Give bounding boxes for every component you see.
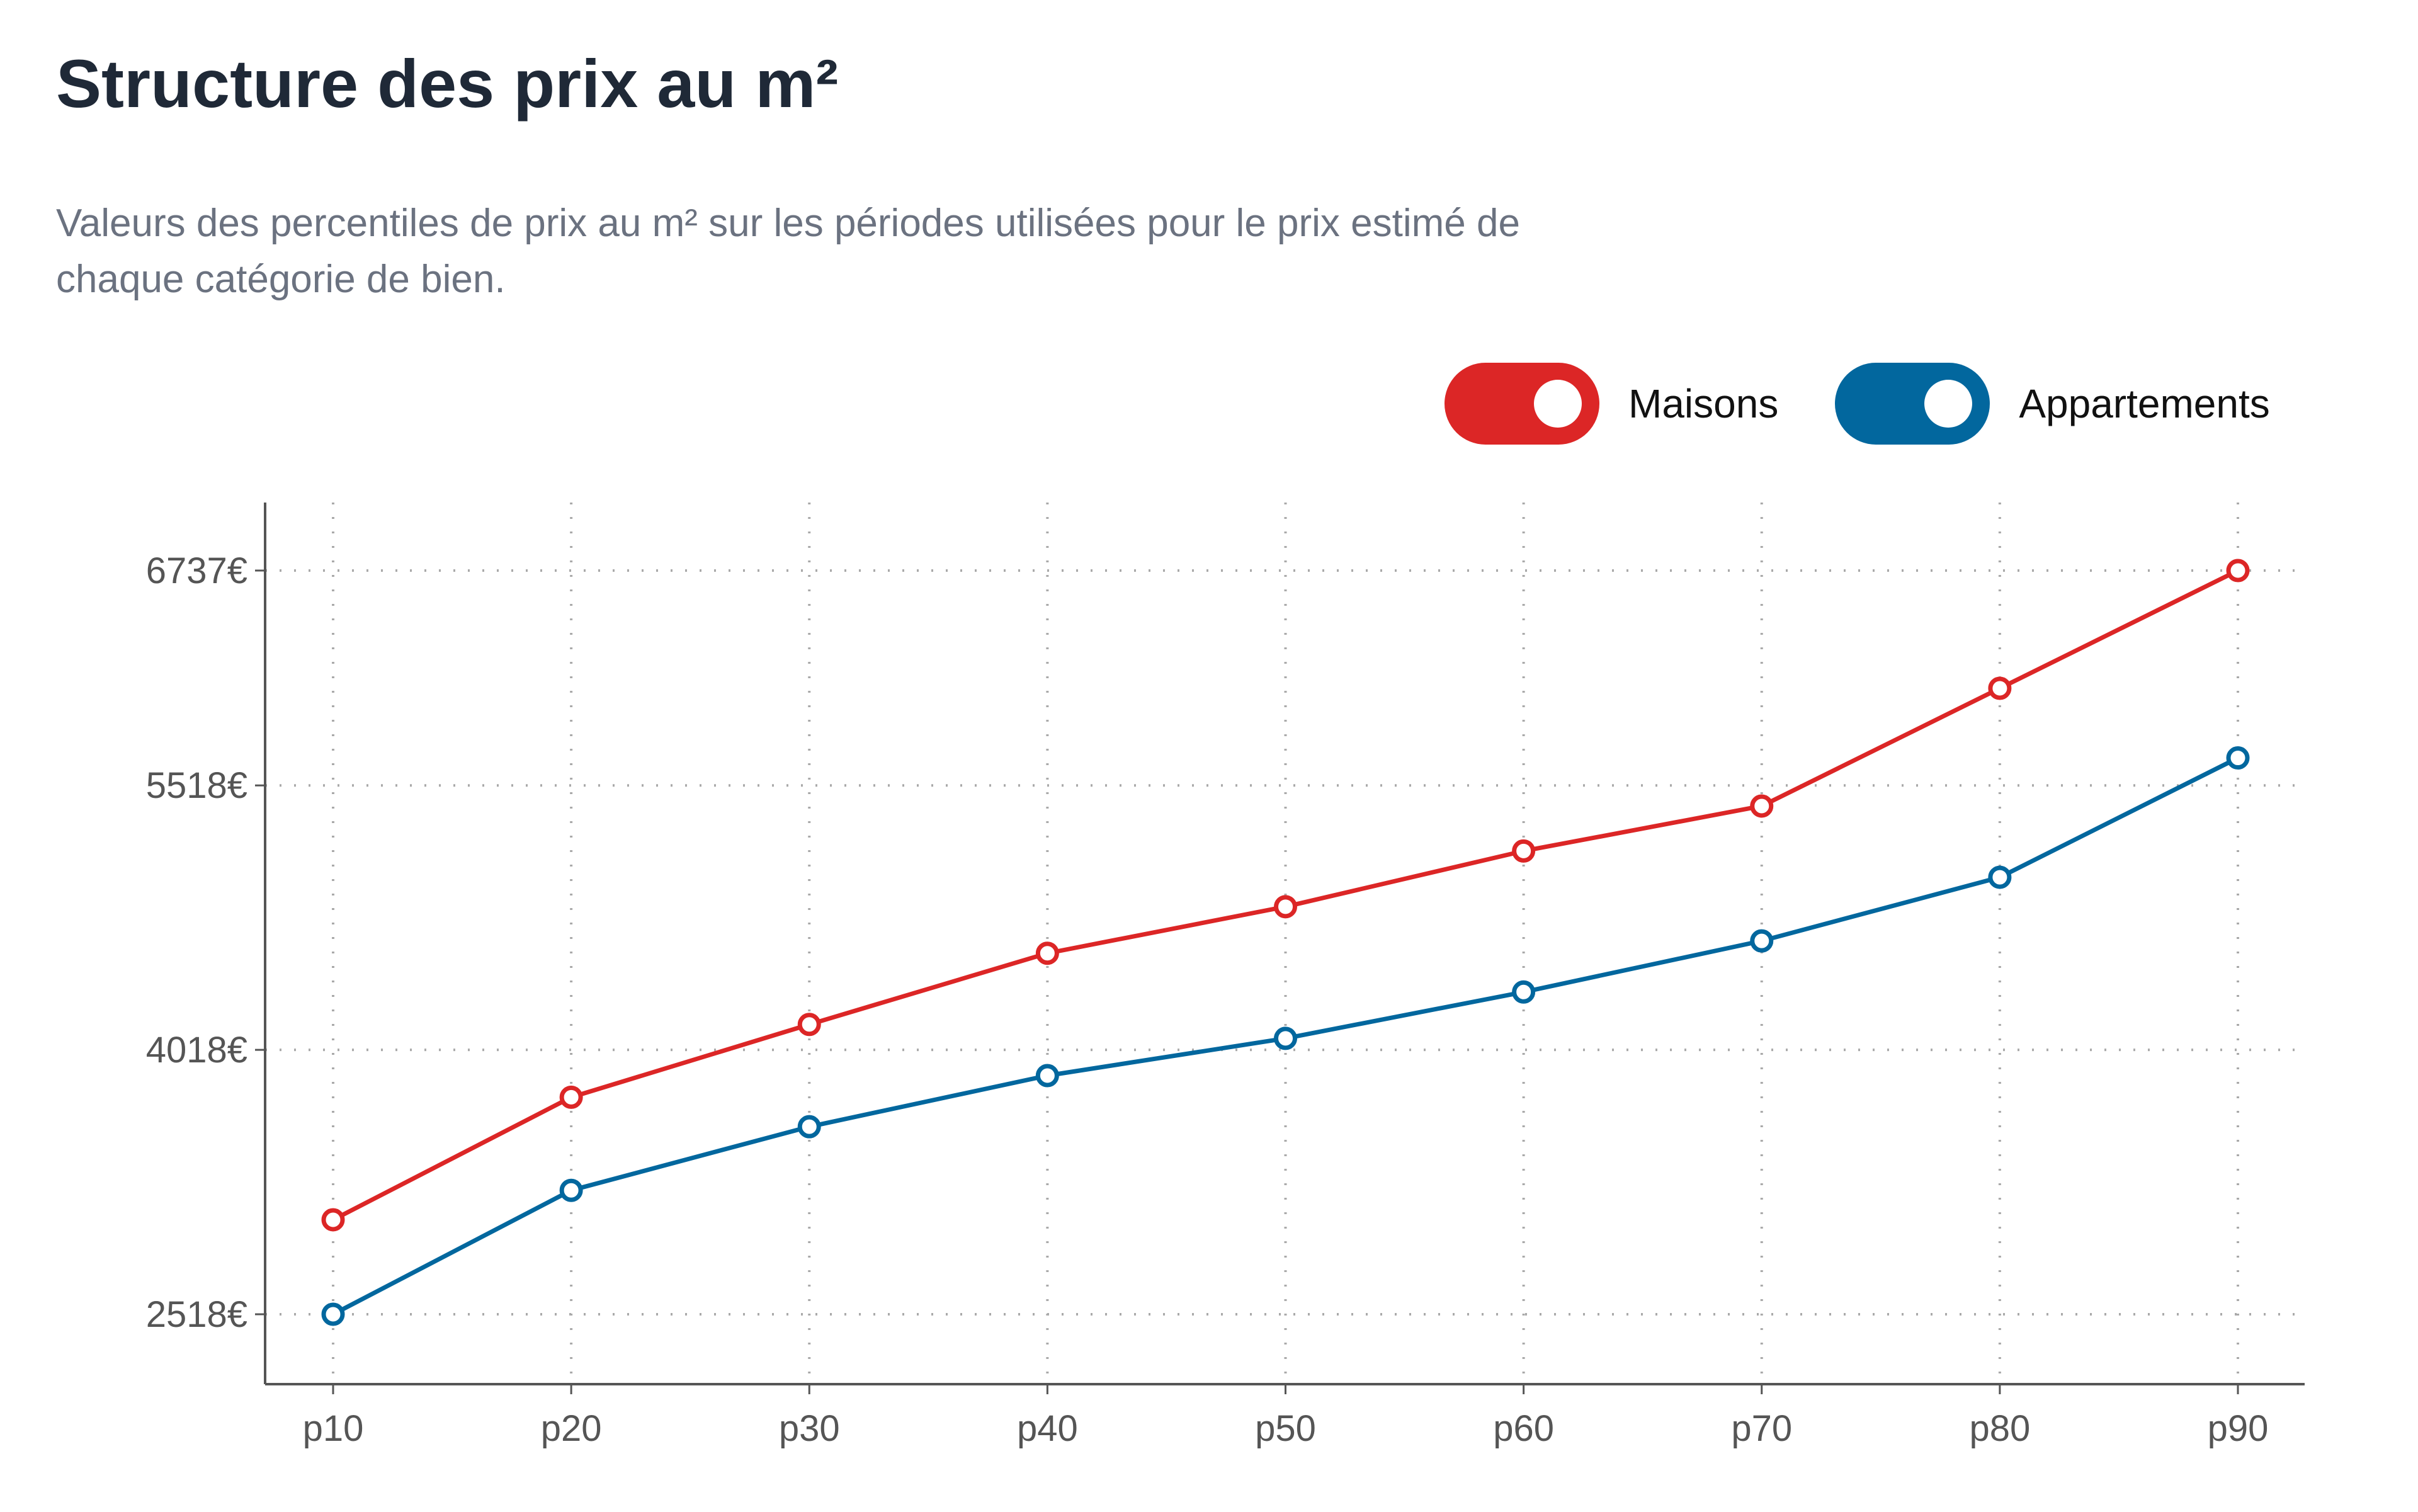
data-point-maisons bbox=[559, 1085, 583, 1109]
x-tick-label: p70 bbox=[1731, 1408, 1792, 1449]
data-point-appartements bbox=[797, 1115, 821, 1139]
legend-label: Appartements bbox=[2019, 381, 2270, 426]
x-tick-label: p80 bbox=[1969, 1408, 2030, 1449]
data-point-maisons bbox=[321, 1208, 345, 1232]
y-tick-label: 5518€ bbox=[146, 765, 247, 806]
data-point-maisons bbox=[1035, 941, 1059, 965]
data-point-appartements bbox=[1750, 929, 1774, 953]
data-point-appartements bbox=[2226, 746, 2250, 770]
data-point-maisons bbox=[1750, 794, 1774, 818]
data-point-maisons bbox=[797, 1013, 821, 1037]
data-point-appartements bbox=[559, 1178, 583, 1202]
toggle-knob bbox=[1924, 380, 1973, 428]
data-point-appartements bbox=[1035, 1064, 1059, 1088]
data-point-maisons bbox=[1988, 676, 2012, 700]
data-point-appartements bbox=[1988, 865, 2012, 889]
chart-subtitle: Valeurs des percentiles de prix au m² su… bbox=[56, 202, 1520, 301]
y-tick-label: 2518€ bbox=[146, 1294, 247, 1335]
x-tick-label: p30 bbox=[779, 1408, 840, 1449]
data-point-maisons bbox=[1274, 895, 1297, 919]
x-tick-label: p40 bbox=[1017, 1408, 1078, 1449]
data-point-appartements bbox=[1512, 980, 1536, 1004]
y-tick-label: 6737€ bbox=[146, 550, 247, 591]
y-tick-label: 4018€ bbox=[146, 1030, 247, 1071]
x-tick-label: p10 bbox=[303, 1408, 364, 1449]
x-tick-label: p60 bbox=[1493, 1408, 1554, 1449]
legend-label: Maisons bbox=[1628, 381, 1779, 426]
toggle-switch[interactable] bbox=[1835, 363, 1990, 445]
x-tick-label: p90 bbox=[2208, 1408, 2269, 1449]
data-point-appartements bbox=[1274, 1026, 1297, 1050]
toggle-switch[interactable] bbox=[1445, 363, 1599, 445]
legend-toggle-maisons[interactable]: Maisons bbox=[1445, 363, 1778, 445]
toggle-knob bbox=[1534, 380, 1582, 428]
legend: Maisons Appartements bbox=[1445, 363, 2327, 445]
legend-toggle-appartements[interactable]: Appartements bbox=[1835, 363, 2270, 445]
chart-title: Structure des prix au m² bbox=[56, 45, 839, 122]
data-point-maisons bbox=[1512, 839, 1536, 863]
data-point-maisons bbox=[2226, 559, 2250, 583]
x-tick-label: p20 bbox=[541, 1408, 602, 1449]
x-tick-label: p50 bbox=[1255, 1408, 1316, 1449]
data-point-appartements bbox=[321, 1302, 345, 1326]
